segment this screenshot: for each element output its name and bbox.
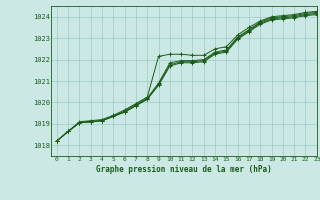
X-axis label: Graphe pression niveau de la mer (hPa): Graphe pression niveau de la mer (hPa) (96, 165, 272, 174)
